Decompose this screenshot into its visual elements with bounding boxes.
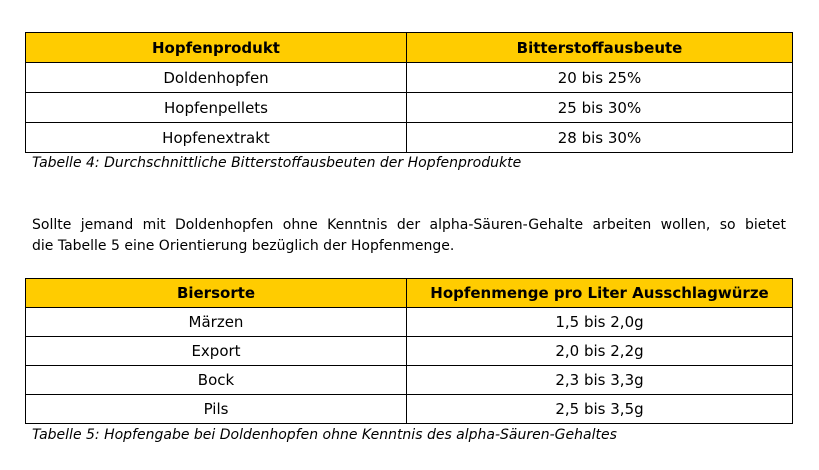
paragraph-line: Sollte jemand mit Doldenhopfen ohne Kenn… <box>32 217 786 233</box>
column-header-hop-amount: Hopfenmenge pro Liter Ausschlagwürze <box>406 278 793 308</box>
table-cell: Märzen <box>25 307 407 337</box>
table-cell: Hopfenextrakt <box>25 122 407 153</box>
table-row: Hopfenextrakt 28 bis 30% <box>25 122 793 153</box>
table-cell: 2,3 bis 3,3g <box>406 365 793 395</box>
table-cell: 2,0 bis 2,2g <box>406 336 793 366</box>
table-cell: Doldenhopfen <box>25 62 407 93</box>
column-header-beer-type: Biersorte <box>25 278 407 308</box>
table-cell: Hopfenpellets <box>25 92 407 123</box>
table-4-caption: Tabelle 4: Durchschnittliche Bitterstoff… <box>32 155 522 171</box>
table-cell: 25 bis 30% <box>406 92 793 123</box>
bitter-yield-table: Hopfenprodukt Bitterstoffausbeute Dolden… <box>25 32 793 153</box>
table-header-row: Biersorte Hopfenmenge pro Liter Ausschla… <box>25 278 793 308</box>
column-header-bitter-yield: Bitterstoffausbeute <box>406 32 793 63</box>
table-cell: Bock <box>25 365 407 395</box>
table-row: Bock 2,3 bis 3,3g <box>25 365 793 395</box>
table-header-row: Hopfenprodukt Bitterstoffausbeute <box>25 32 793 63</box>
table-cell: 20 bis 25% <box>406 62 793 93</box>
column-header-hop-product: Hopfenprodukt <box>25 32 407 63</box>
table-cell: 28 bis 30% <box>406 122 793 153</box>
table-row: Doldenhopfen 20 bis 25% <box>25 62 793 93</box>
hop-dosage-table: Biersorte Hopfenmenge pro Liter Ausschla… <box>25 278 793 424</box>
body-paragraph: Sollte jemand mit Doldenhopfen ohne Kenn… <box>32 215 786 257</box>
table-row: Märzen 1,5 bis 2,0g <box>25 307 793 337</box>
table-cell: Pils <box>25 394 407 424</box>
table-row: Export 2,0 bis 2,2g <box>25 336 793 366</box>
table-cell: 2,5 bis 3,5g <box>406 394 793 424</box>
table-cell: Export <box>25 336 407 366</box>
table-row: Hopfenpellets 25 bis 30% <box>25 92 793 123</box>
table-cell: 1,5 bis 2,0g <box>406 307 793 337</box>
paragraph-line: die Tabelle 5 eine Orientierung bezüglic… <box>32 238 455 254</box>
table-row: Pils 2,5 bis 3,5g <box>25 394 793 424</box>
table-5-caption: Tabelle 5: Hopfengabe bei Doldenhopfen o… <box>32 427 617 443</box>
